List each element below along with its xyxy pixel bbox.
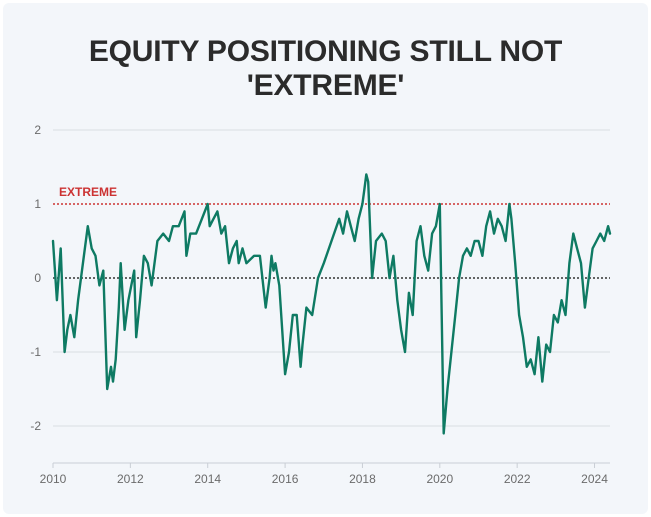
y-tick-label: -2 [30, 419, 41, 433]
chart-card: EQUITY POSITIONING STILL NOT 'EXTREME' 2… [3, 3, 648, 514]
y-tick-label: 1 [34, 197, 41, 211]
x-tick-label: 2024 [581, 472, 608, 486]
x-tick-label: 2014 [194, 472, 221, 486]
x-tick-label: 2020 [426, 472, 453, 486]
line-chart: 2 1 0 -1 -2 2010 2012 2014 2016 2018 2020 2022 2024 E… [30, 123, 612, 486]
threshold-label: EXTREME [59, 185, 117, 199]
y-tick-label: -1 [30, 345, 41, 359]
chart-title-line-2: 'EXTREME' [246, 69, 405, 102]
x-tick-label: 2018 [349, 472, 376, 486]
y-tick-label: 2 [34, 123, 41, 137]
x-tick-label: 2022 [504, 472, 531, 486]
chart-title: EQUITY POSITIONING STILL NOT [88, 35, 563, 68]
x-tick-label: 2016 [272, 472, 299, 486]
x-tick-label: 2012 [117, 472, 144, 486]
y-tick-label: 0 [34, 271, 41, 285]
series-line [51, 173, 612, 435]
x-tick-label: 2010 [40, 472, 67, 486]
